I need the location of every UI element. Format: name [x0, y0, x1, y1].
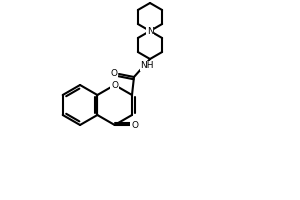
Text: NH: NH [140, 62, 154, 71]
Text: O: O [131, 120, 138, 130]
Text: O: O [111, 80, 118, 90]
Text: O: O [110, 70, 118, 78]
Text: N: N [147, 26, 153, 36]
